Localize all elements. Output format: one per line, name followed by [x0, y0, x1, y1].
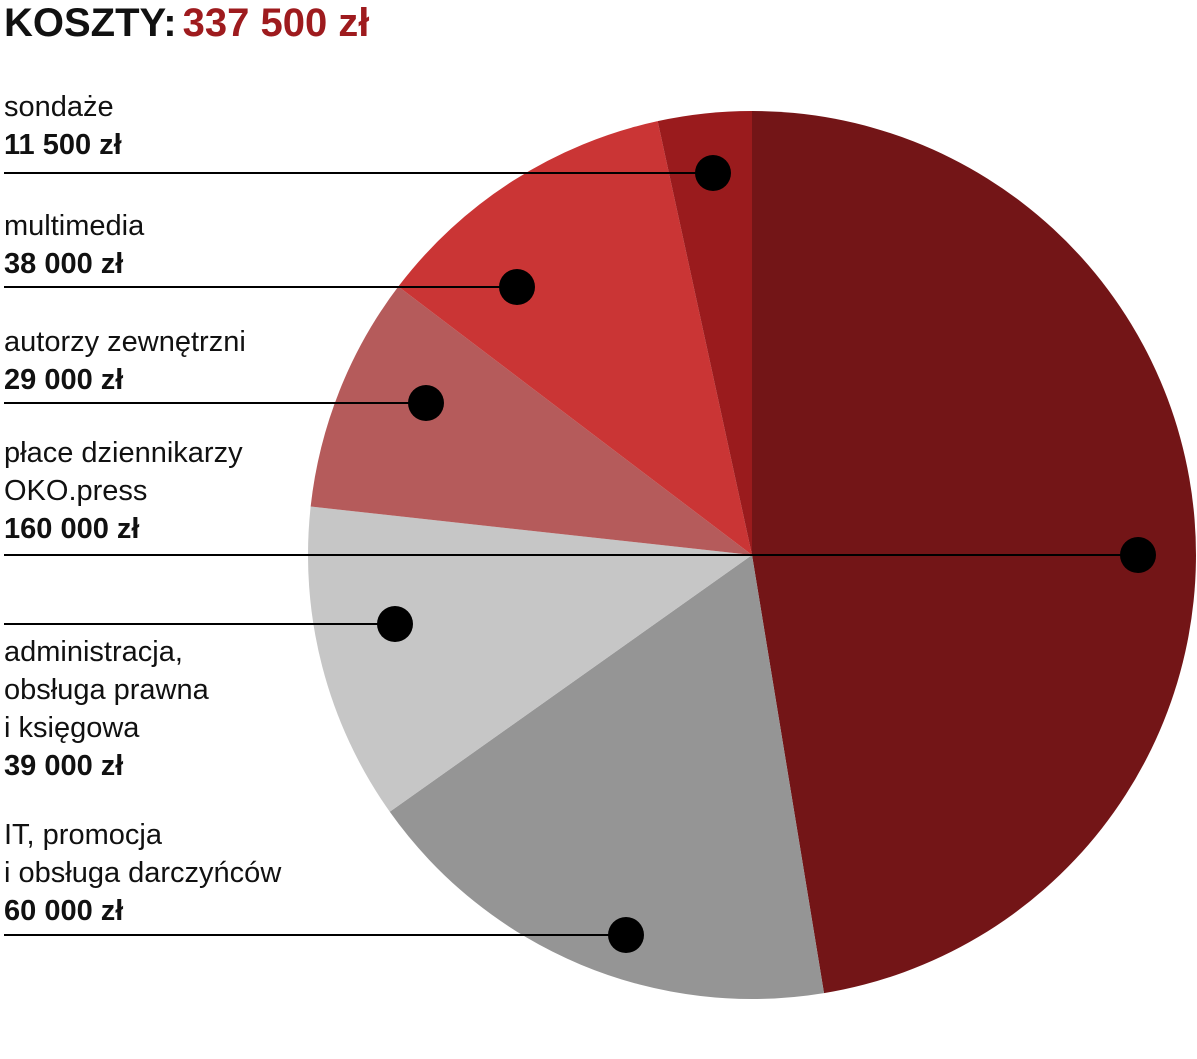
slice-name-line: obsługa prawna — [4, 674, 209, 706]
slice-name-line: multimedia — [4, 210, 145, 242]
slice-label-admin: administracja, obsługa prawna i księgowa… — [4, 633, 209, 785]
slice-name-line: OKO.press — [4, 475, 148, 507]
slice-name-line: sondaże — [4, 91, 114, 123]
slice-label-place: płace dziennikarzy OKO.press 160 000 zł — [4, 434, 243, 548]
slice-name-line: administracja, — [4, 636, 183, 668]
slice-name-line: płace dziennikarzy — [4, 437, 243, 469]
title-label: KOSZTY — [4, 1, 164, 45]
slice-value: 29 000 zł — [4, 364, 124, 396]
leader-dot-it — [608, 917, 644, 953]
slice-value: 160 000 zł — [4, 513, 140, 545]
leader-lines — [4, 155, 1156, 953]
leader-dot-multimedia — [499, 269, 535, 305]
chart-title: KOSZTY: 337 500 zł — [4, 0, 369, 46]
pie-slices — [307, 111, 1196, 999]
title-total: 337 500 zł — [182, 1, 370, 45]
slice-name-line: IT, promocja — [4, 819, 162, 851]
pie-slice-it — [389, 555, 825, 999]
slice-name-line: autorzy zewnętrzni — [4, 326, 246, 358]
leader-dot-place — [1120, 537, 1156, 573]
slice-label-it: IT, promocja i obsługa darczyńców 60 000… — [4, 816, 281, 930]
slice-label-multimedia: multimedia 38 000 zł — [4, 207, 144, 283]
leader-dot-sondaze — [695, 155, 731, 191]
pie-slice-multimedia — [398, 121, 752, 555]
slice-name-line: i obsługa darczyńców — [4, 857, 282, 889]
slice-value: 38 000 zł — [4, 248, 124, 280]
leader-dot-admin — [377, 606, 413, 642]
pie-slice-sondaze — [657, 111, 752, 555]
slice-value: 11 500 zł — [4, 129, 122, 161]
leader-dot-autorzy — [408, 385, 444, 421]
title-separator: : — [163, 1, 177, 45]
slice-name-line: i księgowa — [4, 712, 140, 744]
slice-value: 39 000 zł — [4, 750, 124, 782]
pie-slice-admin — [307, 506, 752, 812]
pie-slice-autorzy — [310, 286, 752, 555]
slice-label-autorzy: autorzy zewnętrzni 29 000 zł — [4, 323, 246, 399]
pie-slice-place — [752, 111, 1196, 994]
slice-value: 60 000 zł — [4, 895, 124, 927]
slice-label-sondaze: sondaże 11 500 zł — [4, 88, 122, 164]
